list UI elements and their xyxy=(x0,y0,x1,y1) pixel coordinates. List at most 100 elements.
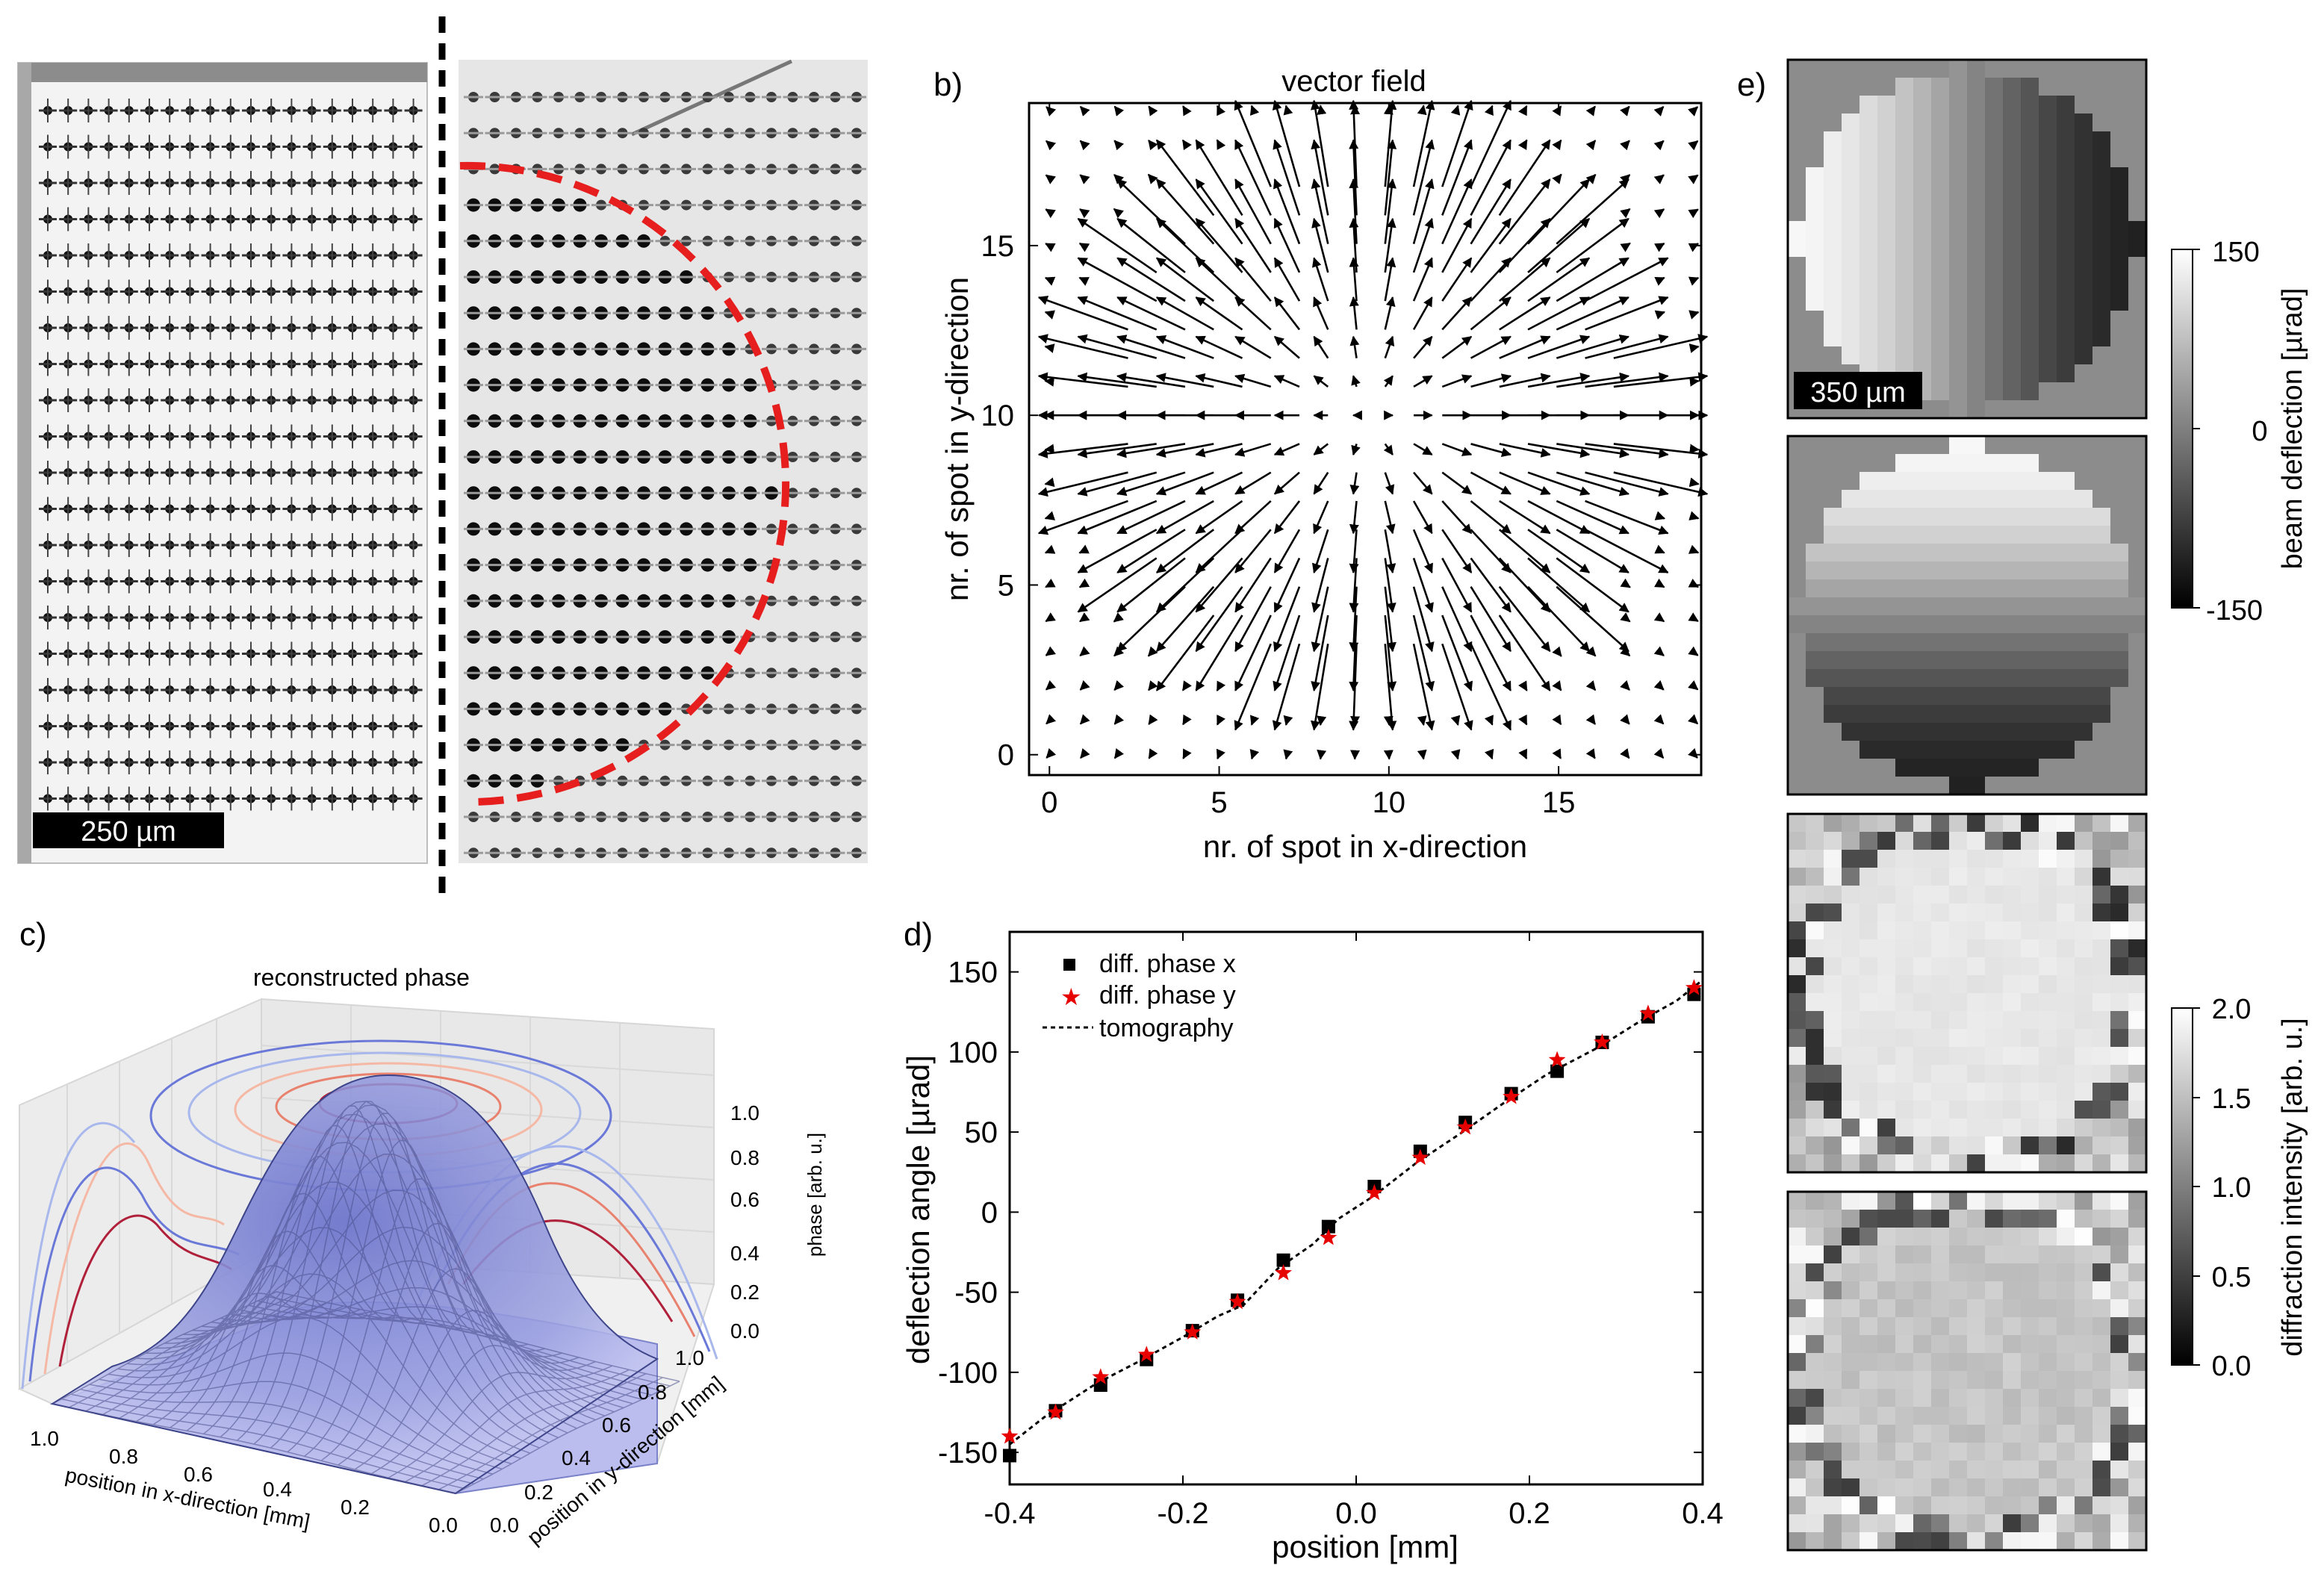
heatmap-cell xyxy=(1877,1047,1896,1066)
heatmap-cell xyxy=(2003,311,2022,329)
heatmap-cell xyxy=(1949,454,1968,473)
quiver-arrow xyxy=(1620,174,1631,184)
heatmap-cell xyxy=(2128,1119,2147,1137)
quiver-arrow xyxy=(1412,500,1433,535)
heatmap-cell xyxy=(1806,1317,1824,1336)
heatmap-cell xyxy=(1931,868,1950,886)
heatmap-cell xyxy=(1877,1371,1896,1390)
heatmap-cell xyxy=(1806,1029,1824,1048)
heatmap-cell xyxy=(1788,1371,1806,1390)
heatmap-cell xyxy=(2110,723,2129,741)
heatmap-cell xyxy=(2075,275,2093,293)
heatmap-cell xyxy=(1931,651,1950,670)
heatmap-cell xyxy=(1842,1029,1860,1048)
heatmap-cell xyxy=(1895,1047,1914,1066)
panel-e-frame-4 xyxy=(1786,1190,2148,1552)
heatmap-cell xyxy=(1842,669,1860,688)
heatmap-cell xyxy=(2092,1407,2111,1425)
heatmap-cell xyxy=(2110,993,2129,1012)
heatmap-cell xyxy=(1788,886,1806,904)
heatmap-cell xyxy=(1824,814,1842,833)
quiver-arrow xyxy=(1234,529,1272,573)
heatmap-cell xyxy=(1824,1228,1842,1246)
quiver-arrow xyxy=(1620,714,1630,725)
heatmap-cell xyxy=(1985,777,2004,795)
heatmap-cell xyxy=(1913,814,1932,833)
heatmap-cell xyxy=(2021,993,2039,1012)
quiver-arrow xyxy=(1155,296,1214,331)
heatmap-cell xyxy=(1985,257,2004,276)
heatmap-cell xyxy=(1985,723,2004,741)
heatmap-cell xyxy=(1788,759,1806,777)
heatmap-cell xyxy=(1895,508,1914,526)
quiver-arrow xyxy=(1470,615,1511,691)
heatmap-cell xyxy=(1985,293,2004,311)
heatmap-cell xyxy=(1788,868,1806,886)
heatmap-cell xyxy=(1895,1461,1914,1479)
quiver-arrow xyxy=(1148,105,1158,116)
heatmap-cell xyxy=(2039,1532,2057,1551)
heatmap-cell xyxy=(2075,1532,2093,1551)
heatmap-cell xyxy=(2057,615,2075,634)
heatmap-cell xyxy=(1913,1263,1932,1282)
heatmap-cell xyxy=(1913,490,1932,508)
heatmap-cell xyxy=(1877,1228,1896,1246)
heatmap-cell xyxy=(2039,723,2057,741)
heatmap-cell xyxy=(1931,472,1950,491)
heatmap-cell xyxy=(2110,1154,2129,1173)
heatmap-cell xyxy=(1859,651,1878,670)
heatmap-cell xyxy=(1806,275,1824,293)
heatmap-cell xyxy=(1788,741,1806,759)
heatmap-cell xyxy=(1824,562,1842,580)
quiver-arrow xyxy=(1688,679,1699,691)
quiver-arrow xyxy=(1116,471,1186,497)
heatmap-cell xyxy=(1806,921,1824,940)
heatmap-cell xyxy=(1859,562,1878,580)
heatmap-cell xyxy=(1859,939,1878,958)
heatmap-cell xyxy=(1985,850,2004,868)
heatmap-cell xyxy=(1949,96,1968,114)
panel-c-ztick: 0.6 xyxy=(730,1188,759,1211)
quiver-arrow xyxy=(1441,586,1473,653)
heatmap-cell xyxy=(1806,149,1824,168)
heatmap-cell xyxy=(2057,1443,2075,1461)
quiver-arrow xyxy=(1527,373,1591,388)
heatmap-cell xyxy=(2057,868,2075,886)
heatmap-cell xyxy=(2092,1119,2111,1137)
quiver-arrow xyxy=(1044,276,1056,286)
heatmap-cell xyxy=(2092,993,2111,1012)
quiver-arrow xyxy=(1216,748,1225,760)
heatmap-cell xyxy=(1788,1210,1806,1228)
heatmap-cell xyxy=(2003,957,2022,976)
heatmap-cell xyxy=(1913,832,1932,850)
quiver-arrow xyxy=(1688,714,1699,725)
quiver-arrow xyxy=(1470,296,1511,331)
heatmap-cell xyxy=(2110,615,2129,634)
heatmap-cell xyxy=(2057,1136,2075,1155)
heatmap-cell xyxy=(2128,275,2147,293)
heatmap-cell xyxy=(1949,1119,1968,1137)
heatmap-cell xyxy=(1877,1210,1896,1228)
heatmap-cell xyxy=(1806,60,1824,78)
heatmap-cell xyxy=(1859,886,1878,904)
heatmap-cell xyxy=(2110,1047,2129,1066)
heatmap-cell xyxy=(2003,113,2022,132)
heatmap-cell xyxy=(2092,60,2111,78)
heatmap-cell xyxy=(2003,1210,2022,1228)
heatmap-cell xyxy=(1788,1443,1806,1461)
heatmap-cell xyxy=(2110,1496,2129,1515)
heatmap-cell xyxy=(2092,832,2111,850)
heatmap-cell xyxy=(2039,203,2057,222)
heatmap-cell xyxy=(1895,615,1914,634)
heatmap-cell xyxy=(1913,96,1932,114)
heatmap-cell xyxy=(2057,436,2075,455)
heatmap-cell xyxy=(1913,275,1932,293)
quiver-arrow xyxy=(1234,586,1272,653)
quiver-arrow xyxy=(1077,500,1158,535)
heatmap-cell xyxy=(2110,1119,2129,1137)
heatmap-cell xyxy=(1985,939,2004,958)
heatmap-cell xyxy=(1877,814,1896,833)
heatmap-cell xyxy=(2075,615,2093,634)
heatmap-cell xyxy=(2075,293,2093,311)
heatmap-cell xyxy=(1824,832,1842,850)
